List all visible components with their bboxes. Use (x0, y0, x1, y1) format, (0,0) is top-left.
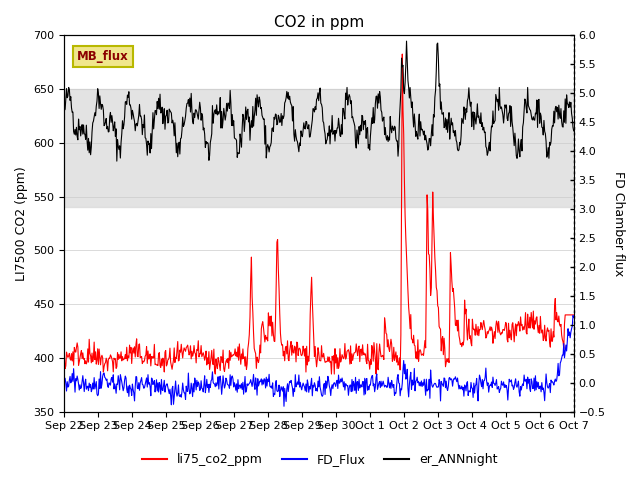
Y-axis label: LI7500 CO2 (ppm): LI7500 CO2 (ppm) (15, 166, 28, 281)
Legend: li75_co2_ppm, FD_Flux, er_ANNnight: li75_co2_ppm, FD_Flux, er_ANNnight (137, 448, 503, 471)
Bar (65, 89, 573, 207)
Title: CO2 in ppm: CO2 in ppm (274, 15, 364, 30)
Text: MB_flux: MB_flux (77, 50, 129, 63)
Y-axis label: FD Chamber flux: FD Chamber flux (612, 171, 625, 276)
